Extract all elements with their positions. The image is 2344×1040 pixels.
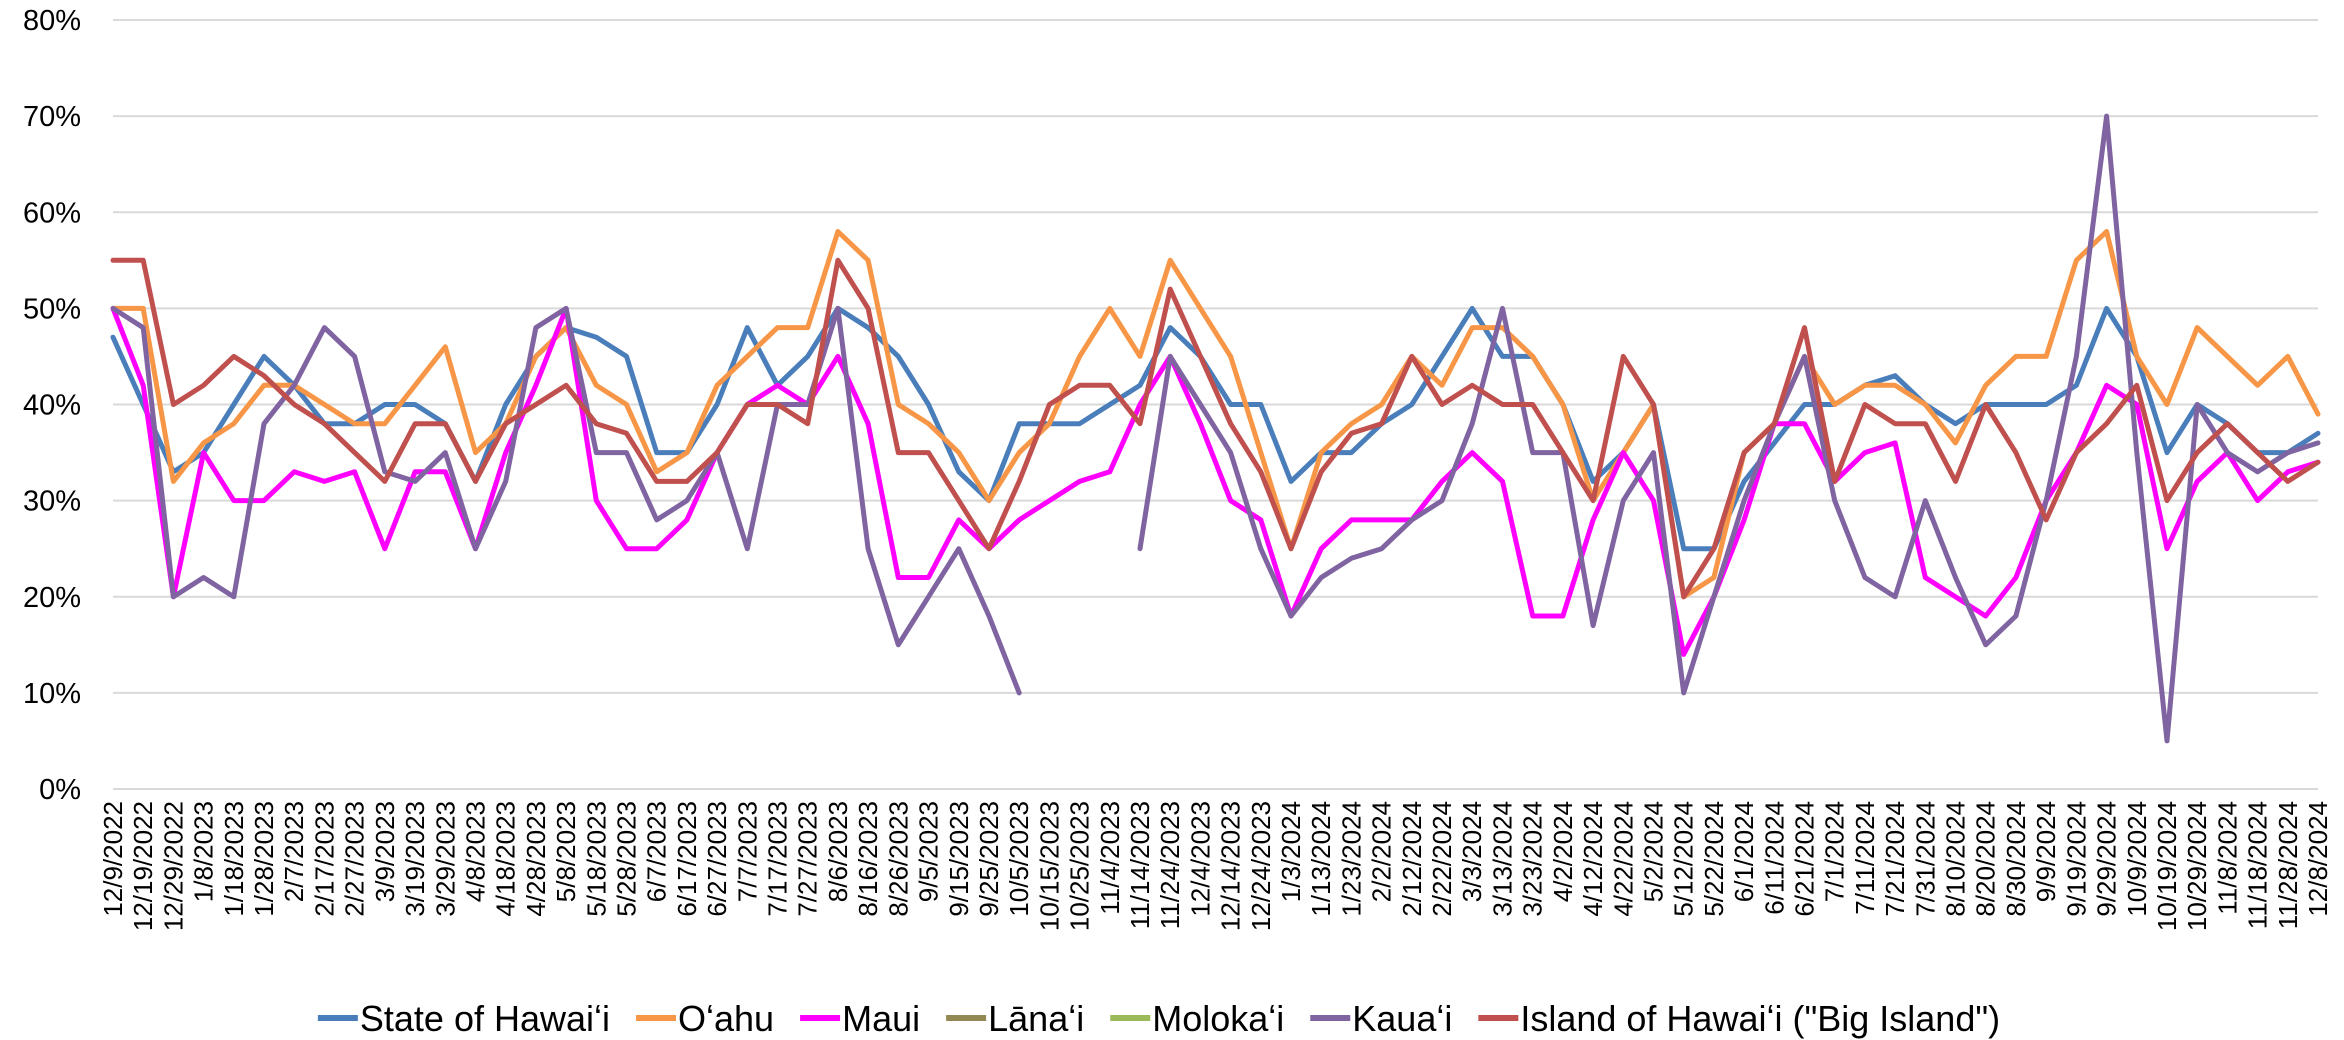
legend-label: Kauaʻi — [1352, 998, 1452, 1039]
y-tick-label: 0% — [39, 774, 81, 806]
x-tick-label: 9/5/2023 — [914, 801, 944, 902]
x-tick-label: 11/8/2024 — [2212, 801, 2242, 915]
x-tick-label: 6/11/2024 — [1759, 801, 1789, 915]
x-tick-label: 3/13/2024 — [1487, 801, 1517, 917]
y-tick-label: 80% — [23, 5, 81, 37]
x-tick-label: 7/31/2024 — [1910, 801, 1940, 917]
x-tick-label: 12/14/2023 — [1216, 801, 1246, 931]
x-tick-label: 10/19/2024 — [2152, 801, 2182, 931]
x-tick-label: 5/22/2024 — [1699, 801, 1729, 917]
x-tick-label: 1/13/2024 — [1306, 801, 1336, 917]
x-tick-label: 8/10/2024 — [1941, 801, 1971, 917]
x-tick-label: 1/18/2023 — [219, 801, 249, 917]
x-tick-label: 9/19/2024 — [2061, 801, 2091, 917]
legend-label: Oʻahu — [678, 998, 774, 1039]
x-tick-label: 1/8/2023 — [189, 801, 219, 902]
x-tick-label: 12/19/2022 — [128, 801, 158, 931]
x-tick-label: 8/16/2023 — [853, 801, 883, 917]
x-tick-label: 8/26/2023 — [883, 801, 913, 917]
legend-label: Maui — [842, 998, 920, 1039]
x-tick-label: 12/9/2022 — [98, 801, 128, 917]
x-tick-label: 2/17/2023 — [309, 801, 339, 917]
legend-label: Island of Hawaiʻi ("Big Island") — [1520, 998, 2000, 1039]
x-tick-label: 7/17/2023 — [763, 801, 793, 917]
x-tick-label: 11/24/2023 — [1155, 801, 1185, 929]
x-tick-label: 6/17/2023 — [672, 801, 702, 917]
x-tick-label: 4/18/2023 — [491, 801, 521, 917]
x-tick-label: 8/6/2023 — [823, 801, 853, 902]
x-tick-label: 2/27/2023 — [340, 801, 370, 917]
y-tick-label: 20% — [23, 582, 81, 614]
x-tick-label: 10/5/2023 — [1004, 801, 1034, 917]
legend-label: Lānaʻi — [988, 998, 1084, 1039]
x-tick-label: 1/28/2023 — [249, 801, 279, 917]
x-tick-label: 4/12/2024 — [1578, 801, 1608, 917]
y-tick-label: 30% — [23, 486, 81, 518]
x-tick-label: 11/4/2023 — [1095, 801, 1125, 915]
x-tick-label: 7/21/2024 — [1880, 801, 1910, 917]
x-tick-label: 10/15/2023 — [1034, 801, 1064, 931]
x-tick-label: 9/15/2023 — [944, 801, 974, 917]
y-tick-label: 70% — [23, 101, 81, 133]
x-tick-label: 9/9/2024 — [2031, 801, 2061, 902]
legend-label: Molokaʻi — [1152, 998, 1284, 1039]
x-tick-label: 7/7/2023 — [732, 801, 762, 902]
x-tick-label: 3/23/2024 — [1518, 801, 1548, 917]
x-tick-label: 4/28/2023 — [521, 801, 551, 917]
x-tick-label: 5/8/2023 — [551, 801, 581, 902]
x-tick-label: 8/30/2024 — [2001, 801, 2031, 917]
x-tick-label: 2/2/2024 — [1367, 801, 1397, 902]
x-tick-label: 12/29/2022 — [158, 801, 188, 931]
series-line — [110, 257, 2321, 600]
x-tick-label: 10/29/2024 — [2182, 801, 2212, 931]
x-tick-label: 3/3/2024 — [1457, 801, 1487, 902]
x-tick-label: 1/3/2024 — [1276, 801, 1306, 902]
x-tick-label: 2/22/2024 — [1427, 801, 1457, 917]
x-tick-label: 6/1/2024 — [1729, 801, 1759, 902]
y-tick-label: 10% — [23, 678, 81, 710]
x-tick-label: 7/11/2024 — [1850, 801, 1880, 915]
x-tick-label: 12/24/2023 — [1246, 801, 1276, 931]
y-tick-label: 50% — [23, 293, 81, 325]
x-tick-label: 4/8/2023 — [460, 801, 490, 902]
x-tick-label: 2/7/2023 — [279, 801, 309, 902]
x-tick-label: 5/12/2024 — [1669, 801, 1699, 917]
x-tick-label: 8/20/2024 — [1971, 801, 2001, 917]
x-tick-label: 3/9/2023 — [370, 801, 400, 902]
x-tick-label: 7/27/2023 — [793, 801, 823, 917]
series-line — [110, 229, 2321, 600]
y-tick-label: 40% — [23, 390, 81, 422]
x-tick-label: 6/27/2023 — [702, 801, 732, 917]
x-tick-label: 3/29/2023 — [430, 801, 460, 917]
x-tick-label: 2/12/2024 — [1397, 801, 1427, 917]
x-tick-label: 6/7/2023 — [642, 801, 672, 902]
x-tick-label: 12/8/2024 — [2303, 801, 2333, 917]
series-line — [110, 113, 2321, 744]
x-tick-label: 9/29/2024 — [2092, 801, 2122, 917]
x-tick-label: 9/25/2023 — [974, 801, 1004, 917]
x-tick-label: 11/18/2024 — [2243, 801, 2273, 929]
x-tick-label: 4/22/2024 — [1608, 801, 1638, 917]
x-tick-label: 10/9/2024 — [2122, 801, 2152, 917]
y-tick-label: 60% — [23, 197, 81, 229]
legend-label: State of Hawaiʻi — [360, 998, 610, 1039]
series-line — [110, 305, 2321, 657]
x-tick-label: 12/4/2023 — [1185, 801, 1215, 917]
x-tick-label: 5/18/2023 — [581, 801, 611, 917]
x-tick-label: 6/21/2024 — [1790, 801, 1820, 917]
x-tick-label: 7/1/2024 — [1820, 801, 1850, 902]
x-tick-label: 5/28/2023 — [611, 801, 641, 917]
x-tick-label: 11/28/2024 — [2273, 801, 2303, 929]
x-tick-label: 11/14/2023 — [1125, 801, 1155, 929]
x-tick-label: 5/2/2024 — [1638, 801, 1668, 902]
x-tick-label: 3/19/2023 — [400, 801, 430, 917]
x-tick-label: 1/23/2024 — [1336, 801, 1366, 917]
x-tick-label: 4/2/2024 — [1548, 801, 1578, 902]
x-tick-label: 10/25/2023 — [1065, 801, 1095, 931]
